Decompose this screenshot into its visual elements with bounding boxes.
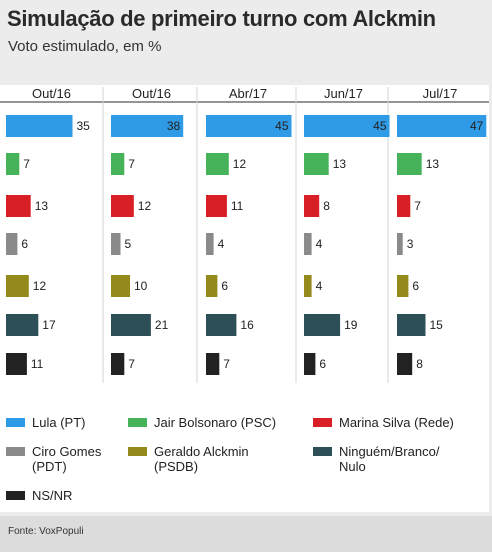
bar (397, 195, 411, 217)
data-label: 11 (231, 199, 244, 213)
legend-swatch (313, 418, 332, 427)
data-label: 38 (167, 119, 181, 133)
bar (304, 233, 312, 255)
legend-label: Ninguém/Branco/ Nulo (339, 444, 440, 474)
data-label: 47 (470, 119, 484, 133)
bar (111, 233, 121, 255)
data-label: 13 (35, 199, 49, 213)
legend-label: NS/NR (32, 488, 73, 503)
data-label: 12 (233, 157, 247, 171)
data-label: 7 (128, 357, 135, 371)
category-label: Out/16 (132, 86, 171, 101)
bar (304, 314, 341, 336)
data-label: 11 (31, 357, 44, 371)
data-label: 4 (218, 237, 225, 251)
bar (206, 314, 237, 336)
source-bar: Fonte: VoxPopuli (0, 516, 492, 552)
bar (304, 153, 329, 175)
data-label: 17 (42, 318, 56, 332)
bar (397, 314, 426, 336)
category-label: Out/16 (32, 86, 71, 101)
data-label: 6 (21, 237, 28, 251)
bar (397, 115, 487, 137)
bar (111, 153, 125, 175)
legend-label: Marina Silva (Rede) (339, 415, 454, 430)
bar (304, 115, 390, 137)
data-label: 45 (373, 119, 387, 133)
bar (111, 195, 134, 217)
bar (206, 233, 214, 255)
legend-label: Jair Bolsonaro (PSC) (154, 415, 277, 430)
data-label: 7 (414, 199, 421, 213)
bar (6, 233, 18, 255)
data-label: 35 (77, 119, 91, 133)
data-label: 21 (155, 318, 169, 332)
legend-swatch (6, 418, 25, 427)
data-label: 10 (134, 279, 148, 293)
bar (6, 314, 39, 336)
data-label: 4 (316, 279, 323, 293)
legend-swatch (128, 447, 147, 456)
data-label: 5 (125, 237, 132, 251)
data-label: 6 (221, 279, 228, 293)
data-label: 12 (33, 279, 47, 293)
data-label: 19 (344, 318, 358, 332)
data-label: 13 (333, 157, 347, 171)
category-label: Jul/17 (423, 86, 458, 101)
bar (304, 275, 312, 297)
category-label: Abr/17 (229, 86, 267, 101)
bar (206, 153, 229, 175)
data-label: 7 (23, 157, 30, 171)
data-label: 7 (128, 157, 135, 171)
bar (6, 353, 27, 375)
bar (206, 195, 227, 217)
legend-swatch (6, 447, 25, 456)
bar (206, 115, 292, 137)
chart-title: Simulação de primeiro turno com Alckmin (7, 6, 436, 31)
chart-subtitle: Voto estimulado, em % (8, 38, 162, 55)
bar (111, 275, 130, 297)
data-label: 7 (223, 357, 230, 371)
bar (6, 153, 20, 175)
legend-swatch (313, 447, 332, 456)
bar (111, 115, 184, 137)
data-label: 16 (240, 318, 254, 332)
legend-swatch (6, 491, 25, 500)
bar (6, 195, 31, 217)
bar (304, 353, 316, 375)
data-label: 8 (323, 199, 330, 213)
bar (397, 275, 409, 297)
legend-label: Geraldo Alckmin (PSDB) (154, 444, 249, 474)
bar (397, 353, 413, 375)
bar (111, 314, 151, 336)
bar (397, 233, 403, 255)
bar (206, 353, 220, 375)
data-label: 3 (407, 237, 414, 251)
legend-label: Lula (PT) (32, 415, 86, 430)
data-label: 45 (275, 119, 289, 133)
bar (397, 153, 422, 175)
bar (6, 275, 29, 297)
source-note: Fonte: VoxPopuli (8, 526, 84, 537)
data-label: 12 (138, 199, 152, 213)
legend-label: Ciro Gomes (PDT) (32, 444, 102, 474)
category-label: Jun/17 (324, 86, 363, 101)
data-label: 6 (319, 357, 326, 371)
data-label: 15 (430, 318, 444, 332)
data-label: 8 (416, 357, 423, 371)
data-label: 6 (412, 279, 419, 293)
bar (6, 115, 73, 137)
legend-swatch (128, 418, 147, 427)
bar (206, 275, 218, 297)
bar (304, 195, 320, 217)
data-label: 13 (426, 157, 440, 171)
data-label: 4 (316, 237, 323, 251)
bar (111, 353, 125, 375)
